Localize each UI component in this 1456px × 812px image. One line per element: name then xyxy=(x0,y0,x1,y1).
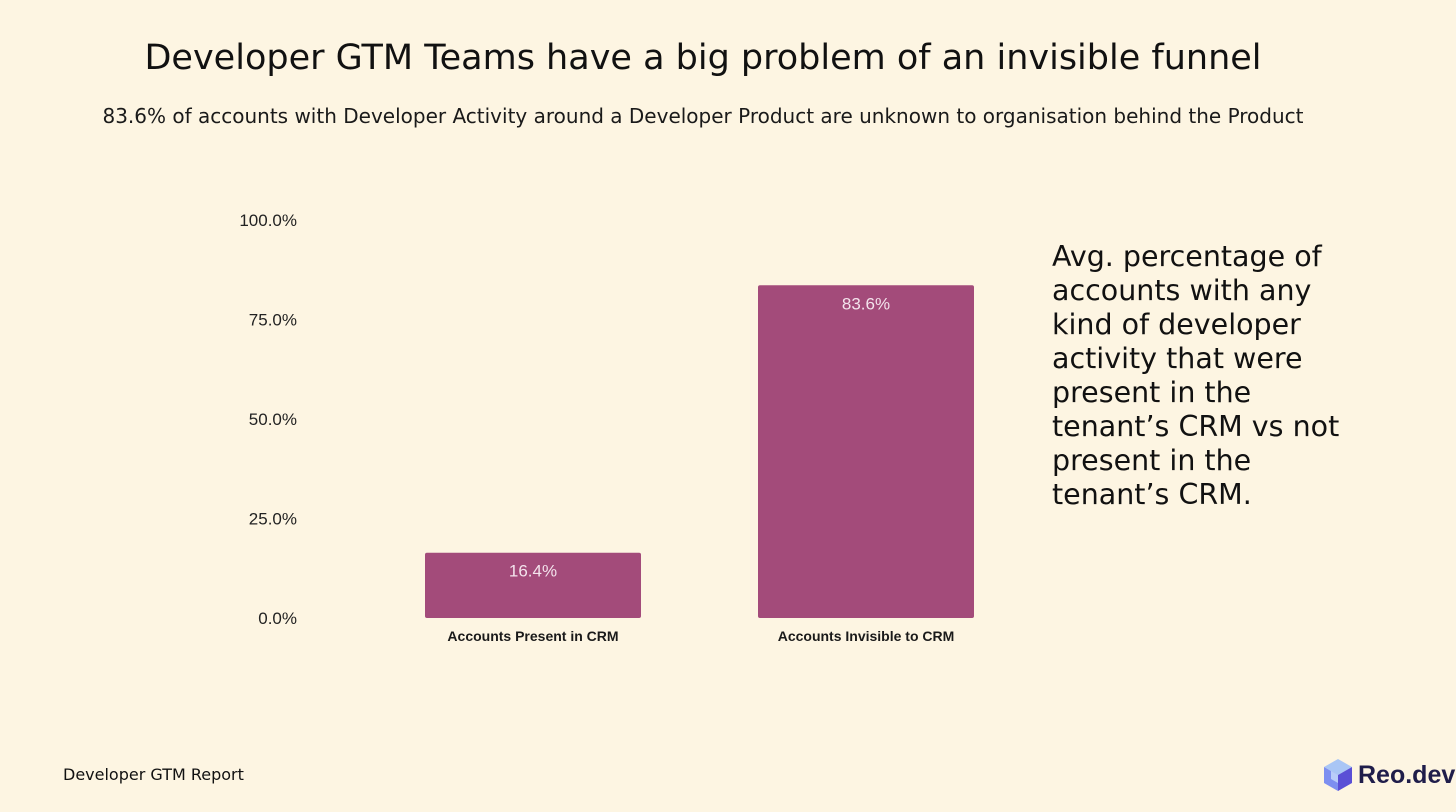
report-label: Developer GTM Report xyxy=(63,765,244,784)
bars-group: 16.4% 83.6% xyxy=(425,285,974,618)
brand-logo: Reo.dev xyxy=(1322,758,1455,792)
y-tick-label: 50.0% xyxy=(249,410,297,429)
x-category-label: Accounts Present in CRM xyxy=(447,628,618,644)
chart-title: Developer GTM Teams have a big problem o… xyxy=(144,38,1262,78)
y-tick-label: 75.0% xyxy=(249,311,297,330)
y-tick-label: 25.0% xyxy=(249,510,297,529)
brand-name: Reo.dev xyxy=(1358,760,1456,789)
y-axis-ticks: 0.0% 25.0% 50.0% 75.0% 100.0% xyxy=(239,211,297,628)
chart-subtitle: 83.6% of accounts with Developer Activit… xyxy=(102,104,1304,128)
bar-1 xyxy=(425,552,641,618)
x-axis-labels: Accounts Present in CRM Accounts Invisibl… xyxy=(447,628,954,644)
cube-logo-icon xyxy=(1324,759,1352,791)
bar-2 xyxy=(758,285,974,618)
x-category-label: Accounts Invisible to CRM xyxy=(778,628,955,644)
annotation-text: Avg. percentage of accounts with any kin… xyxy=(1052,240,1340,511)
bar-value-label: 16.4% xyxy=(509,562,557,581)
y-tick-label: 100.0% xyxy=(239,211,297,230)
bar-value-label: 83.6% xyxy=(842,294,890,313)
y-tick-label: 0.0% xyxy=(258,609,297,628)
